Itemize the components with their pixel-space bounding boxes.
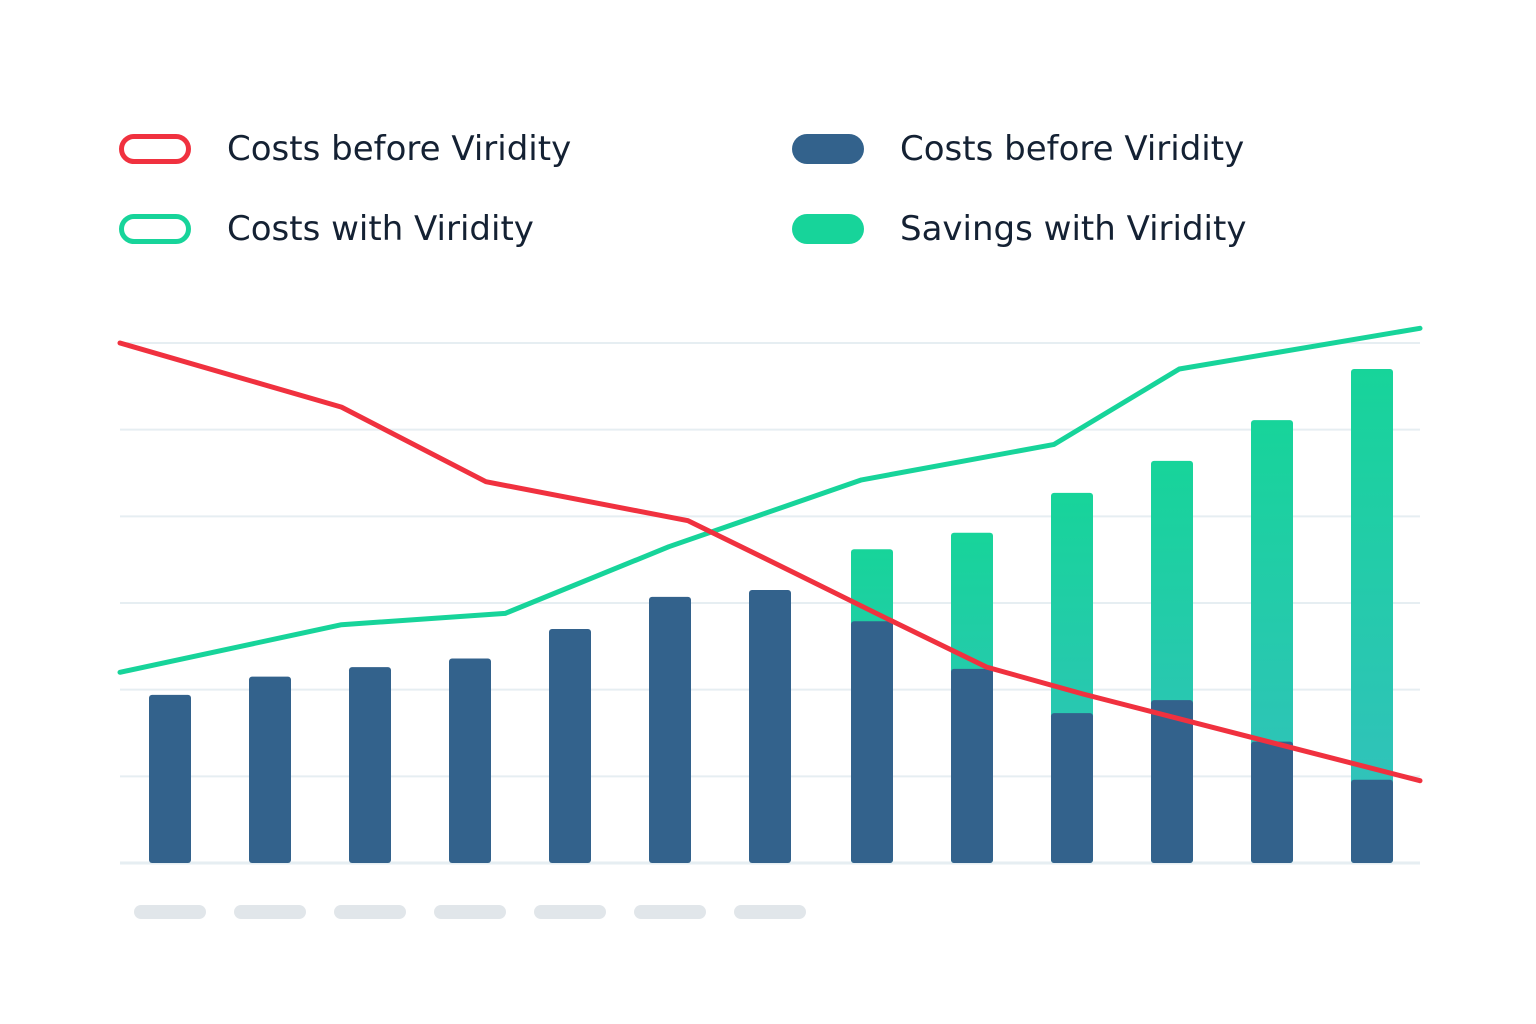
line-costs-before-viridity <box>117 340 1423 784</box>
legend-item-costs-with-line: Costs with Viridity <box>119 209 534 249</box>
x-tick-label-placeholder <box>134 905 206 919</box>
legend-swatch-green-outline <box>119 214 191 244</box>
x-tick-label-placeholder <box>334 905 406 919</box>
legend-label: Savings with Viridity <box>900 209 1247 249</box>
bar-cost <box>851 621 893 863</box>
x-tick-label-placeholder <box>634 905 706 919</box>
x-tick-label-placeholder <box>234 905 306 919</box>
bar-cost <box>1151 700 1193 863</box>
line-costs-with-viridity <box>117 325 1423 675</box>
legend-item-costs-before-bar: Costs before Viridity <box>792 129 1244 169</box>
legend-label: Costs before Viridity <box>900 129 1245 169</box>
bar-cost <box>1351 779 1393 863</box>
legend-item-savings-bar: Savings with Viridity <box>792 209 1246 249</box>
bar-cost <box>649 596 691 863</box>
legend-label: Costs with Viridity <box>227 209 534 249</box>
bar-savings <box>1351 369 1393 863</box>
x-tick-label-placeholder <box>734 905 806 919</box>
legend-swatch-blue-filled <box>792 134 864 164</box>
bar-cost <box>149 694 191 863</box>
bar-cost <box>549 629 591 863</box>
bar-cost <box>249 676 291 863</box>
bar-cost <box>349 667 391 863</box>
x-tick-label-placeholder <box>434 905 506 919</box>
legend-item-costs-before-line: Costs before Viridity <box>119 129 571 169</box>
legend-label: Costs before Viridity <box>227 129 572 169</box>
bar-cost <box>1251 741 1293 863</box>
bar-cost <box>951 668 993 863</box>
bar-cost <box>449 658 491 863</box>
legend-swatch-green-filled <box>792 214 864 244</box>
bar-cost <box>749 590 791 863</box>
bar-cost <box>1051 713 1093 863</box>
chart-legend: Costs before Viridity Costs with Viridit… <box>0 0 1536 280</box>
legend-swatch-red-outline <box>119 134 191 164</box>
x-tick-label-placeholder <box>534 905 606 919</box>
